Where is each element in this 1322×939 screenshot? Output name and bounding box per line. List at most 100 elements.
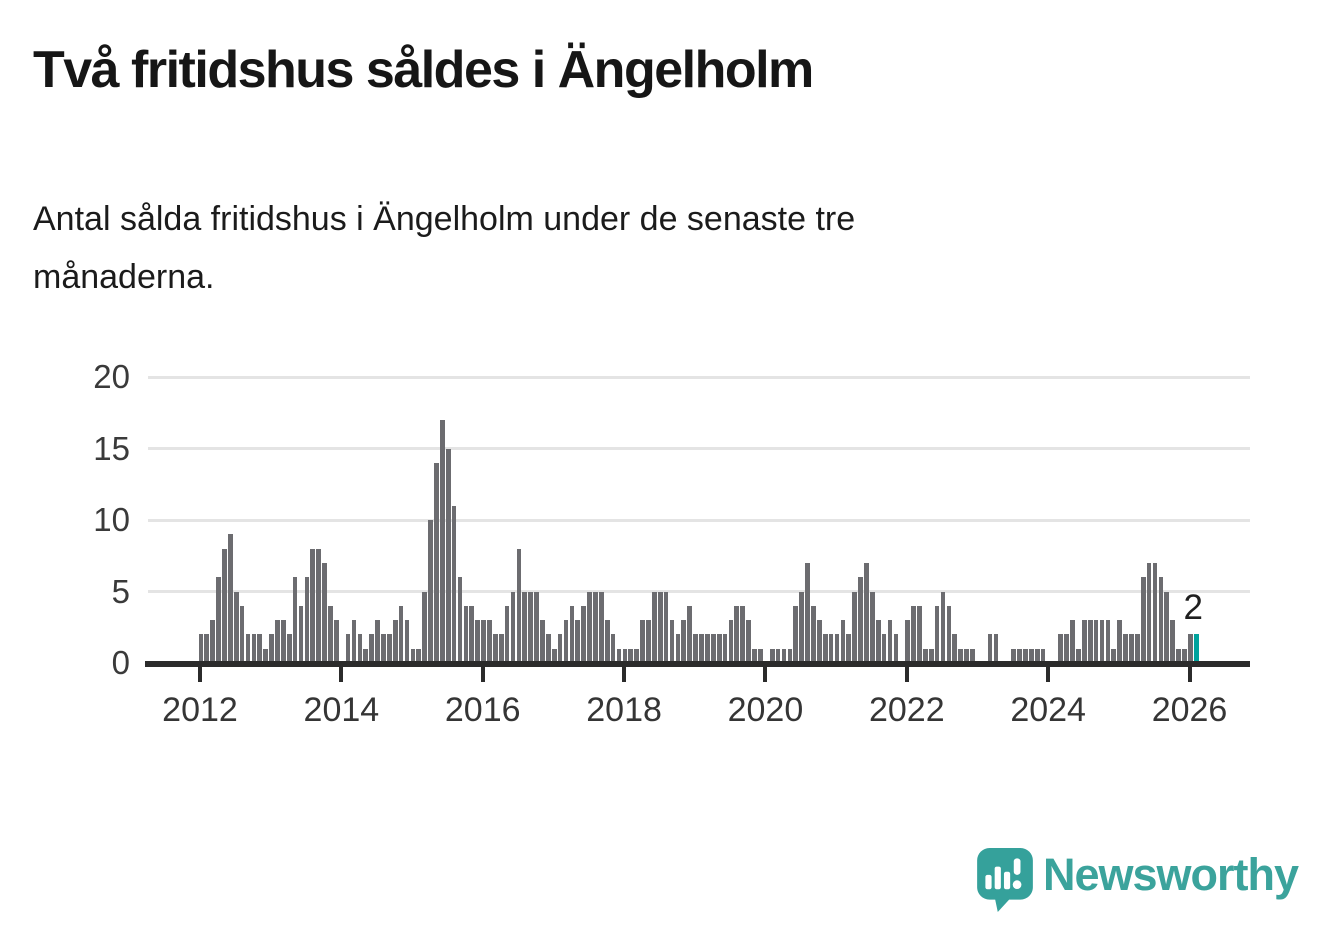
- bar: [540, 620, 545, 663]
- bar: [758, 648, 763, 663]
- bar: [628, 648, 634, 663]
- bar: [381, 634, 386, 663]
- bar: [922, 648, 928, 663]
- bar: [940, 591, 946, 663]
- bar: [640, 620, 645, 663]
- bar: [952, 634, 958, 663]
- bar: [1023, 648, 1028, 663]
- bar: [993, 634, 999, 663]
- x-axis-year-label: 2012: [162, 691, 238, 729]
- bar: [799, 591, 804, 663]
- bar: [1028, 648, 1034, 663]
- x-axis-tick: [763, 666, 768, 682]
- bar: [245, 634, 251, 663]
- bar: [693, 634, 698, 663]
- bar: [275, 620, 280, 663]
- bar: [280, 620, 286, 663]
- y-gridline: [148, 375, 1250, 379]
- bar: [1164, 591, 1170, 663]
- bar: [498, 634, 504, 663]
- bar: [705, 634, 710, 663]
- y-axis-tick-label: 15: [93, 429, 130, 467]
- bar: [351, 620, 357, 663]
- bar: [911, 605, 916, 663]
- page-title: Två fritidshus såldes i Ängelholm: [33, 41, 814, 99]
- bar: [1135, 634, 1140, 663]
- bar: [563, 620, 569, 663]
- bar: [357, 634, 363, 663]
- bar: [1111, 648, 1117, 663]
- bar: [504, 605, 510, 663]
- y-gridline: [148, 590, 1250, 593]
- bar: [204, 634, 210, 663]
- bar: [528, 591, 534, 663]
- bar: [887, 620, 893, 663]
- bar: [1040, 648, 1046, 663]
- bar: [893, 634, 899, 663]
- bar: [534, 591, 539, 663]
- bar: [775, 648, 781, 663]
- y-gridline: [148, 518, 1250, 522]
- newsworthy-speech-bubble-bar-chart-icon: [977, 848, 1033, 912]
- newsworthy-logo: Newsworthy: [977, 846, 1299, 916]
- bar: [1117, 620, 1123, 663]
- bar: [593, 591, 598, 663]
- bar: [1058, 634, 1064, 663]
- y-axis-tick-label: 5: [111, 572, 130, 610]
- bar: [987, 634, 993, 663]
- bar: [699, 634, 704, 663]
- bar: [934, 605, 940, 663]
- bar: [422, 591, 427, 663]
- bar: [369, 634, 374, 663]
- highlighted-latest-bar: [1193, 634, 1199, 663]
- bar: [858, 577, 863, 663]
- bar: [710, 634, 716, 663]
- bar: [263, 648, 268, 663]
- bar: [769, 648, 775, 663]
- bar: [233, 591, 239, 663]
- x-axis-tick: [198, 666, 202, 682]
- bar: [375, 620, 380, 663]
- bar: [599, 591, 604, 663]
- bar: [328, 605, 333, 663]
- bar: [1099, 620, 1105, 663]
- bar: [1011, 648, 1016, 663]
- bar: [546, 634, 551, 663]
- bar: [451, 505, 457, 663]
- bar: [493, 634, 498, 663]
- subtitle-line-1: Antal sålda fritidshus i Ängelholm under…: [33, 200, 856, 238]
- bar: [734, 605, 740, 663]
- bar: [222, 548, 227, 663]
- bar: [333, 620, 339, 663]
- bar: [946, 605, 952, 663]
- bar: [469, 605, 475, 663]
- bar: [575, 620, 581, 663]
- bar: [416, 648, 422, 663]
- latest-value-label: 2: [1183, 588, 1203, 628]
- bar: [557, 634, 563, 663]
- bar: [269, 634, 274, 663]
- bar: [828, 634, 834, 663]
- bar: [1123, 634, 1128, 663]
- bar: [363, 648, 369, 663]
- bar: [1182, 648, 1187, 663]
- bar: [210, 620, 215, 663]
- x-axis-tick: [622, 666, 627, 682]
- bar: [1034, 648, 1040, 663]
- x-axis-tick: [1187, 666, 1192, 682]
- bar: [905, 620, 910, 663]
- bar: [1093, 620, 1099, 663]
- bar: [675, 634, 681, 663]
- bar: [404, 620, 410, 663]
- y-gridline: [148, 447, 1250, 450]
- bar: [746, 620, 751, 663]
- bar: [316, 548, 321, 663]
- bar: [227, 534, 233, 663]
- bar: [439, 419, 445, 663]
- bar: [410, 648, 416, 663]
- bar: [310, 548, 316, 663]
- bar: [811, 605, 816, 663]
- bar: [652, 591, 657, 663]
